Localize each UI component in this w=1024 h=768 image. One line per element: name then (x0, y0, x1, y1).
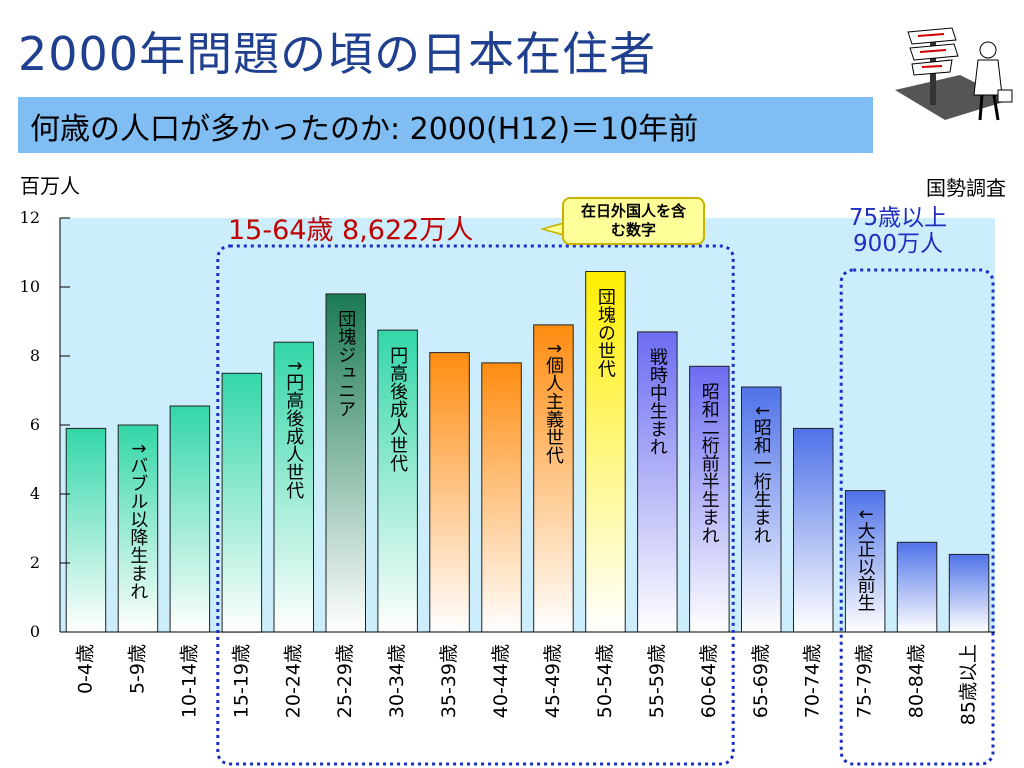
source-label: 国勢調査 (926, 176, 1006, 200)
signpost-figure-illustration (890, 20, 1020, 134)
x-tick-label: 80-84歳 (906, 644, 928, 718)
x-tick-label: 45-49歳 (542, 644, 564, 718)
highlight-group-15-64歳 (216, 244, 735, 766)
bar-45-49歳 (533, 324, 574, 633)
x-tick-label: 60-64歳 (698, 644, 720, 718)
page-title: 2000年問題の頃の日本在住者 (18, 27, 657, 81)
x-tick-label: 20-24歳 (282, 644, 304, 718)
bar-80-84歳 (896, 541, 938, 633)
bar-label-75-79歳: ↓大正以前生 (855, 507, 876, 612)
bar-25-29歳 (325, 293, 366, 633)
elderly-annotation-line-1: 75歳以上 (848, 205, 948, 231)
y-tick-label: 12 (20, 208, 40, 227)
callout-line-1: 在日外国人を含 (580, 202, 686, 220)
x-tick-label: 5-9歳 (126, 644, 148, 694)
bar-65-69歳 (741, 386, 782, 633)
bar-label-55-59歳: 戦時中生まれ (647, 348, 668, 456)
y-tick-label: 2 (30, 553, 40, 572)
bar-20-24歳 (273, 341, 314, 633)
bar-60-64歳 (689, 365, 730, 633)
x-tick-label: 25-29歳 (334, 644, 356, 718)
callout-tail-inner (545, 224, 564, 234)
foreigners-included-callout: 在日外国人を含 む数字 (562, 197, 705, 245)
bar-75-79歳 (844, 490, 886, 633)
x-tick-label: 15-19歳 (230, 644, 252, 718)
y-axis-unit-label: 百万人 (20, 174, 80, 198)
x-tick-label: 70-74歳 (802, 644, 824, 718)
x-tick-label: 35-39歳 (438, 644, 460, 718)
subtitle-band (18, 97, 873, 153)
callout-line-2: む数字 (610, 221, 656, 239)
plot-background (60, 218, 995, 632)
x-tick-label: 50-54歳 (594, 644, 616, 718)
x-tick-label: 75-79歳 (854, 644, 876, 718)
bar-label-65-69歳: ↓昭和一桁生まれ (751, 403, 772, 544)
x-tick-label: 0-4歳 (75, 644, 97, 694)
x-tick-label: 30-34歳 (386, 644, 408, 718)
bar-85歳以上 (948, 553, 990, 633)
bar-70-74歳 (793, 427, 834, 633)
bar-label-25-29歳: 団塊ジュニア (335, 310, 356, 418)
bar-label-45-49歳: ↑個人主義世代 (543, 341, 564, 464)
bar-label-20-24歳: ↑円高後成人世代 (283, 358, 304, 499)
x-tick-label: 40-44歳 (490, 644, 512, 718)
x-tick-label: 10-14歳 (178, 644, 200, 718)
highlight-group-75歳以上 (839, 268, 995, 766)
bar-30-34歳 (377, 329, 418, 633)
bar-label-30-34歳: 円高後成人世代 (387, 346, 408, 472)
bar-10-14歳 (169, 405, 211, 633)
y-tick-label: 4 (30, 484, 40, 503)
elderly-annotation-line-2: 900万人 (853, 231, 943, 257)
bar-50-54歳 (585, 271, 626, 633)
x-tick-label: 85歳以上 (958, 644, 980, 725)
y-tick-label: 6 (30, 415, 40, 434)
y-tick-label: 0 (30, 622, 40, 641)
x-tick-label: 65-69歳 (750, 644, 772, 718)
bar-15-19歳 (221, 372, 263, 633)
y-tick-label: 10 (20, 277, 40, 296)
bar-40-44歳 (481, 362, 522, 633)
subtitle: 何歳の人口が多かったのか: 2000(H12)＝10年前 (30, 112, 699, 147)
elderly-annotation: 75歳以上 900万人 (828, 205, 968, 257)
bar-55-59歳 (637, 331, 678, 633)
bar-label-50-54歳: 団塊の世代 (595, 288, 616, 378)
bar-5-9歳 (117, 424, 159, 633)
bar-35-39歳 (429, 352, 470, 633)
bar-label-60-64歳: 昭和二桁前半生まれ (699, 382, 720, 544)
y-tick-label: 8 (30, 346, 40, 365)
working-age-annotation: 15-64歳 8,622万人 (228, 215, 474, 246)
x-tick-label: 55-59歳 (646, 644, 668, 718)
bar-0-4歳 (65, 427, 107, 633)
bar-label-5-9歳: ↑バブル以降生まれ (127, 441, 148, 600)
